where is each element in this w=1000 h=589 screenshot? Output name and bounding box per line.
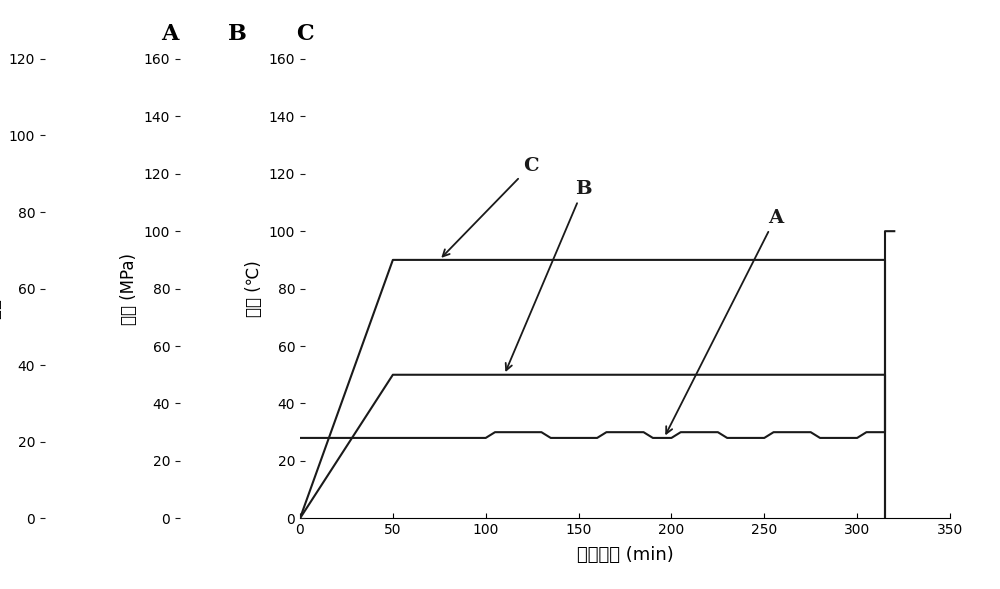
Text: B: B <box>228 23 247 45</box>
Text: C: C <box>296 23 314 45</box>
Y-axis label: 稠度 (BC): 稠度 (BC) <box>0 258 3 319</box>
X-axis label: 稠化时间 (min): 稠化时间 (min) <box>577 545 673 564</box>
Text: C: C <box>443 157 538 256</box>
Y-axis label: 温度 (℃): 温度 (℃) <box>245 260 263 317</box>
Text: B: B <box>506 180 591 370</box>
Y-axis label: 压力 (MPa): 压力 (MPa) <box>120 253 138 325</box>
Text: A: A <box>161 23 179 45</box>
Text: A: A <box>666 209 783 434</box>
